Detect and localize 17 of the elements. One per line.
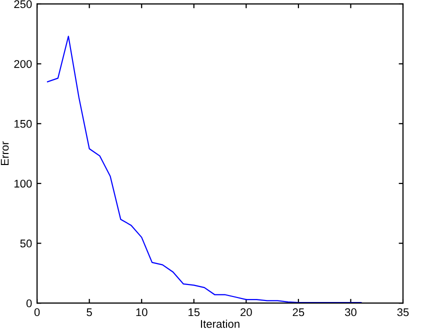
- y-tick-label: 100: [14, 180, 32, 188]
- x-tick-label: 35: [397, 308, 409, 316]
- x-tick-label: 5: [86, 308, 92, 316]
- y-tick-label: 0: [26, 299, 32, 308]
- x-axis-title: Iteration: [200, 320, 240, 328]
- x-tick-label: 30: [344, 308, 356, 316]
- x-tick-label: 15: [188, 308, 200, 316]
- y-tick-label: 150: [14, 120, 32, 128]
- y-tick-label: 50: [20, 240, 32, 248]
- y-tick-label: 200: [14, 60, 32, 68]
- x-tick-label: 20: [240, 308, 252, 316]
- y-axis-title: Error: [0, 141, 9, 165]
- x-tick-label: 10: [136, 308, 148, 316]
- y-tick-label: 250: [14, 0, 32, 8]
- line-series: [46, 36, 362, 304]
- x-tick-label: 0: [34, 308, 40, 316]
- x-tick-label: 25: [292, 308, 304, 316]
